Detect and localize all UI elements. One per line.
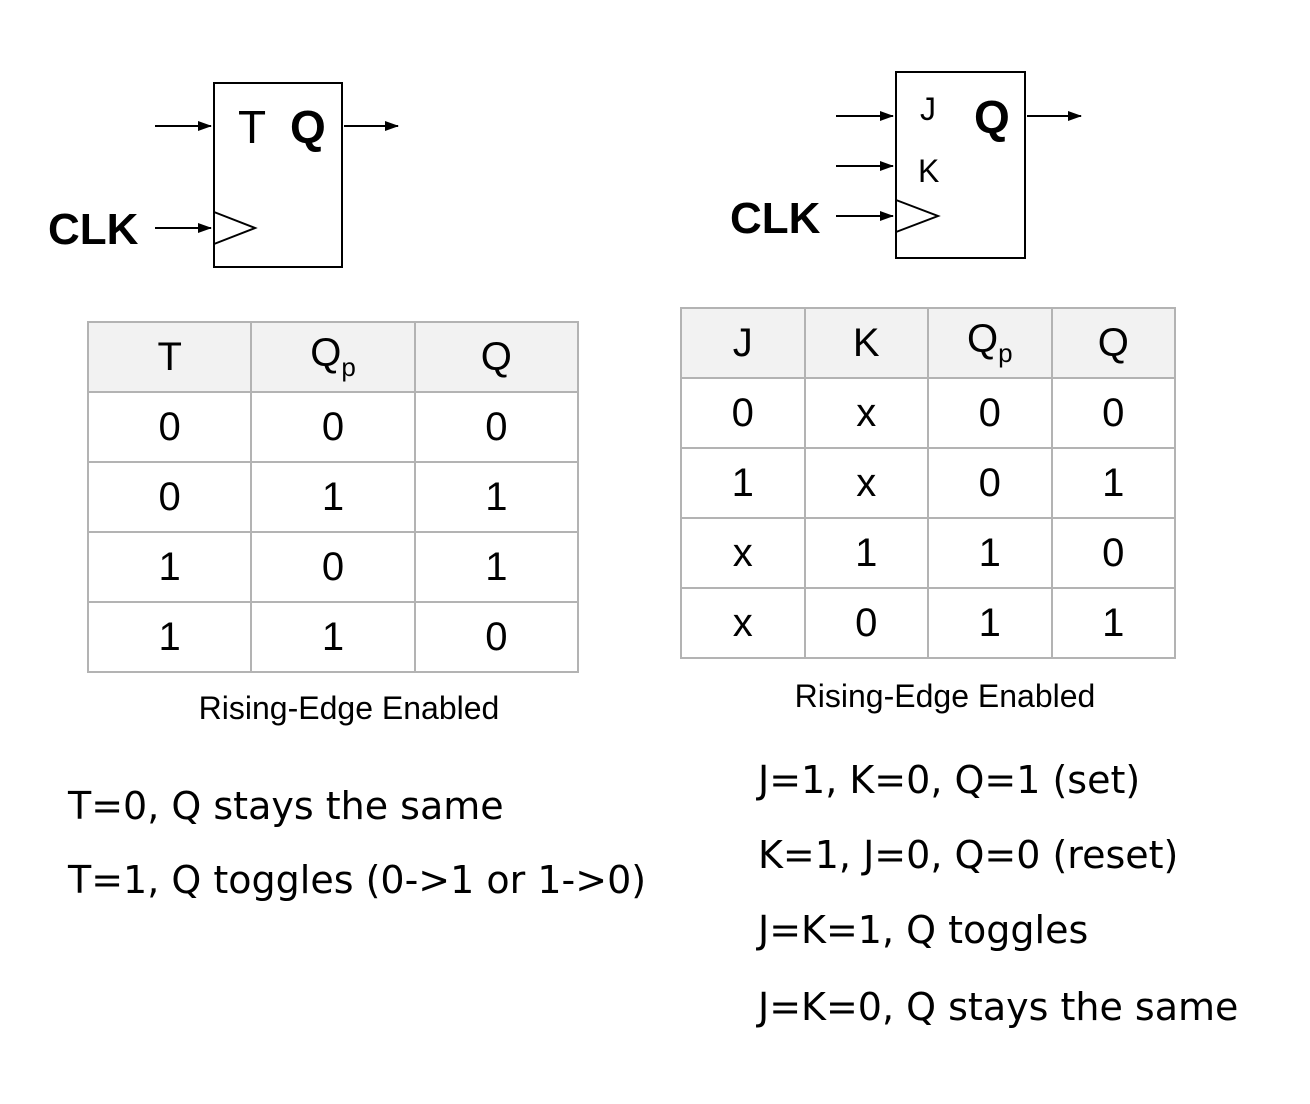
table-cell: x — [680, 587, 806, 659]
k-input-label: K — [918, 153, 939, 189]
header-j: J — [680, 307, 806, 379]
t-output-label: Q — [290, 101, 326, 153]
table-cell: 0 — [927, 447, 1053, 519]
table-cell: 0 — [927, 377, 1053, 449]
table-row: x 0 1 1 — [680, 587, 1176, 659]
jk-truth-table: J K Qp Q 0 x 0 0 1 x 0 1 x 1 1 0 x 0 1 1 — [680, 307, 1176, 659]
table-cell: 0 — [86, 461, 253, 533]
table-cell: 1 — [413, 461, 580, 533]
table-cell: 1 — [250, 461, 416, 533]
table-header-row: J K Qp Q — [680, 307, 1176, 379]
flipflop-diagrams: T Q CLK J K Q CLK — [48, 71, 1082, 268]
table-cell: 1 — [680, 447, 806, 519]
header-qp: Qp — [250, 321, 416, 393]
jk-output-label: Q — [974, 91, 1010, 143]
table-cell: 1 — [1050, 447, 1176, 519]
jk-note-reset: K=1, J=0, Q=0 (reset) — [758, 833, 1179, 877]
jk-note-set: J=1, K=0, Q=1 (set) — [758, 758, 1141, 802]
table-cell: 0 — [413, 601, 580, 673]
table-cell: 0 — [250, 531, 416, 603]
t-input-label: T — [238, 101, 266, 153]
table-row: x 1 1 0 — [680, 517, 1176, 589]
t-clock-triangle — [213, 211, 258, 245]
table-cell: 1 — [803, 517, 929, 589]
table-cell: 0 — [1050, 377, 1176, 449]
table-cell: 1 — [86, 601, 253, 673]
table-row: 1 0 1 — [86, 531, 580, 603]
table-cell: x — [680, 517, 806, 589]
j-input-label: J — [920, 91, 936, 127]
table-row: 0 0 0 — [86, 391, 580, 463]
table-cell: 1 — [86, 531, 253, 603]
table-cell: 1 — [927, 587, 1053, 659]
jk-clk-label: CLK — [730, 194, 821, 243]
table-cell: 0 — [1050, 517, 1176, 589]
table-cell: x — [803, 447, 929, 519]
table-cell: 1 — [1050, 587, 1176, 659]
jk-note-toggle: J=K=1, Q toggles — [758, 908, 1089, 952]
table-cell: 1 — [250, 601, 416, 673]
header-k: K — [803, 307, 929, 379]
table-cell: 1 — [927, 517, 1053, 589]
table-cell: 1 — [413, 531, 580, 603]
header-q: Q — [1050, 307, 1176, 379]
header-q: Q — [413, 321, 580, 393]
table-row: 1 x 0 1 — [680, 447, 1176, 519]
jk-clock-triangle — [895, 199, 941, 233]
t-clk-label: CLK — [48, 205, 139, 254]
table-cell: 0 — [86, 391, 253, 463]
table-row: 0 x 0 0 — [680, 377, 1176, 449]
table-row: 1 1 0 — [86, 601, 580, 673]
header-qp: Qp — [927, 307, 1053, 379]
t-note-toggle: T=1, Q toggles (0->1 or 1->0) — [68, 858, 647, 902]
jk-table-caption: Rising-Edge Enabled — [794, 678, 1096, 714]
jk-flipflop-symbol: J K Q CLK — [730, 71, 1082, 259]
table-header-row: T Qp Q — [86, 321, 580, 393]
t-flipflop-box — [213, 82, 343, 268]
table-row: 0 1 1 — [86, 461, 580, 533]
table-cell: 0 — [413, 391, 580, 463]
jk-flipflop-box — [895, 71, 1026, 259]
t-table-caption: Rising-Edge Enabled — [198, 690, 500, 726]
table-cell: 0 — [803, 587, 929, 659]
table-cell: 0 — [250, 391, 416, 463]
t-flipflop-symbol: T Q CLK — [48, 82, 399, 268]
table-cell: x — [803, 377, 929, 449]
table-cell: 0 — [680, 377, 806, 449]
jk-note-hold: J=K=0, Q stays the same — [758, 985, 1239, 1029]
header-t: T — [86, 321, 253, 393]
t-truth-table: T Qp Q 0 0 0 0 1 1 1 0 1 1 1 0 — [86, 321, 580, 673]
t-note-hold: T=0, Q stays the same — [68, 784, 504, 828]
